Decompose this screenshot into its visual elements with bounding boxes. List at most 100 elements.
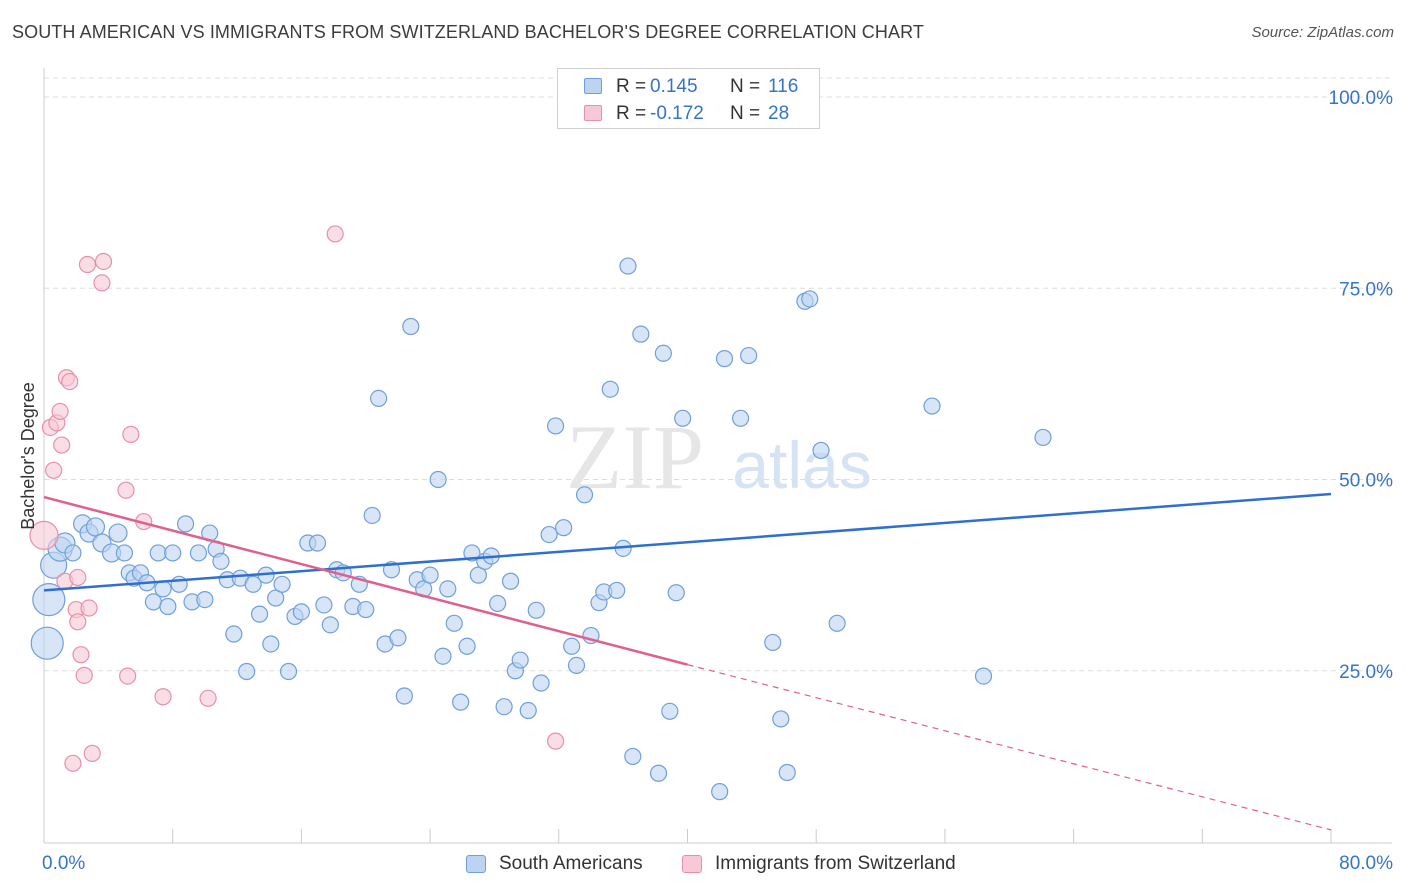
data-point [45,461,63,479]
data-point [149,544,167,562]
legend-row-immigrants-switzerland: R = -0.172 N = 28 [558,101,819,127]
data-point [69,568,87,587]
data-point [267,589,285,607]
data-point [164,544,182,562]
data-point [715,350,734,368]
data-point [53,436,71,454]
data-point [94,252,113,271]
bottom-legend-swatch-pink [682,855,702,873]
legend-swatch-pink [584,105,602,121]
legend-row-south-americans: R = 0.145 N = 116 [558,74,819,100]
data-point [812,441,830,460]
legend-r-label: R = [616,103,647,124]
data-point [649,764,668,782]
data-point [395,687,413,705]
data-point [489,594,507,613]
data-point [519,701,537,720]
y-tick-label: 25.0% [1339,662,1393,683]
data-point [212,552,230,570]
data-point [292,603,310,621]
data-point [608,581,626,600]
trend-line-extension [687,664,1332,831]
data-point [93,274,111,292]
data-point [122,425,140,443]
data-point [119,667,137,685]
bottom-legend-label: South Americans [499,853,643,874]
y-tick-label: 100.0% [1329,88,1394,109]
y-tick-label: 75.0% [1339,279,1393,300]
data-point [828,614,846,632]
data-point [64,544,82,562]
data-point [78,255,97,274]
data-point [974,667,993,685]
data-point [555,519,573,537]
data-point [250,605,269,623]
data-point [667,584,685,602]
data-point [51,402,69,421]
data-point [495,698,513,716]
data-point [80,599,98,617]
data-point [83,744,101,762]
y-axis-label: Bachelor's Degree [18,382,38,530]
data-point [64,754,82,772]
data-point [469,566,487,584]
trend-lines [43,492,1332,831]
data-point [421,566,439,584]
data-point [357,600,375,619]
data-point [189,544,208,562]
legend-r-value: -0.172 [650,103,704,124]
data-point [632,325,650,343]
data-point [778,763,796,782]
data-point [370,389,388,408]
data-point [108,523,128,543]
y-tick-label: 50.0% [1339,471,1393,492]
data-point [238,662,256,681]
legend-r-value: 0.145 [650,76,698,97]
data-point [546,417,565,435]
series-immigrants-switzerland [29,225,565,772]
data-point [154,580,172,598]
legend-n-label: N = [730,103,761,124]
data-point [764,633,782,652]
data-point [402,317,420,336]
trend-line-south-americans [43,492,1332,592]
data-point [445,614,463,632]
data-point [154,688,172,706]
trend-line-immigrants-switzerland [43,495,688,666]
data-point [458,637,476,655]
data-point [225,625,243,643]
data-point [279,662,298,681]
data-point [32,583,66,617]
data-point [575,486,594,504]
series-south-americans [30,257,1052,801]
data-point [115,544,134,562]
data-point [772,710,790,728]
data-point [740,346,758,365]
data-point [661,702,679,720]
data-point [199,689,217,707]
data-point [511,651,529,669]
bottom-legend-label: Immigrants from Switzerland [715,853,956,874]
data-point [29,520,59,550]
legend-n-label: N = [730,76,761,97]
data-point [540,525,558,544]
data-point [567,656,586,674]
data-point [532,674,550,692]
data-point [429,470,447,489]
data-point [1034,428,1052,447]
data-point [326,225,344,243]
data-point [923,397,941,415]
bottom-legend-swatch-blue [466,855,486,873]
data-point [117,481,135,499]
data-point [262,635,280,653]
correlation-legend: R = 0.145 N = 116 R = -0.172 N = 28 [557,68,820,129]
legend-r-label: R = [616,76,647,97]
data-point [196,591,214,609]
data-point [527,601,545,619]
data-point [389,629,407,647]
data-point [30,626,64,660]
data-point [61,372,79,391]
data-point [75,666,93,684]
data-point [176,515,195,533]
data-point [601,380,619,398]
